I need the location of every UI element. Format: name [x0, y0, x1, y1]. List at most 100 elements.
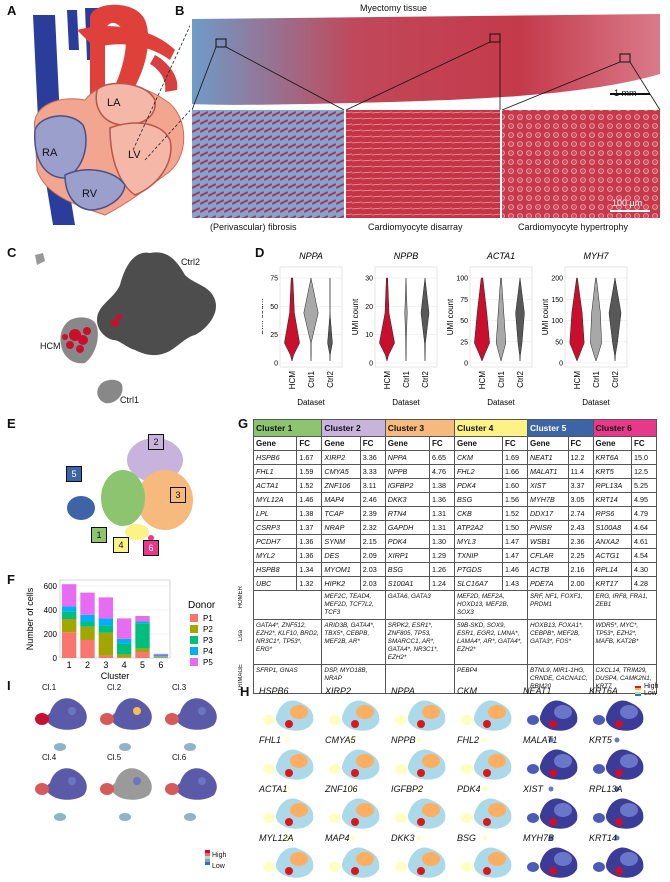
fc-cell: 1.43	[501, 576, 528, 591]
violin-ytick: 0	[369, 361, 373, 368]
violin-panel-nppa: 0 25 50 75 NPPA UMI count HCM Ctrl1 Ctrl2 Dataset	[262, 251, 343, 407]
trimage-cell: DSP, MYO18B, NRAP	[321, 664, 386, 694]
feature-umap-xirp2	[329, 700, 380, 743]
fc-col-header: FC	[631, 436, 657, 451]
bar-segment-p3	[135, 623, 150, 649]
gene-cell: KRT17	[592, 576, 632, 591]
umap-highlight	[483, 769, 491, 777]
umap-hotspot	[356, 705, 374, 719]
umap-lobe	[395, 715, 407, 725]
gene-cell: PDK4	[453, 478, 503, 493]
gene-cell: CSRP3	[252, 520, 298, 535]
cluster-badge-3: 3	[170, 487, 186, 503]
bar-segment-p4	[153, 655, 168, 657]
violin-ytick: 75	[270, 276, 278, 283]
umap-lobe	[329, 715, 341, 725]
umap-hotspot	[554, 754, 572, 768]
umap-hotspot	[488, 852, 506, 866]
cluster-badge-4: 4	[113, 537, 129, 553]
legend-swatch	[190, 614, 198, 622]
fc-cell: 1.38	[296, 506, 323, 521]
umap-hotspot	[290, 705, 308, 719]
fc-cell: 2.46	[359, 492, 386, 507]
fc-cell: 1.60	[501, 478, 528, 493]
umap-highlight	[549, 769, 557, 777]
gene-col-header: Gene	[321, 436, 361, 451]
bar-segment-p4	[135, 621, 150, 624]
fc-cell: 1.29	[428, 548, 455, 563]
cluster-header: Cluster 4	[453, 419, 528, 437]
ra-label: RA	[42, 147, 58, 159]
feature-umap-myh7b	[527, 847, 578, 878]
gene-cell: DKK3	[384, 492, 430, 507]
fc-cell: 1.50	[501, 520, 528, 535]
cluster-score-umap	[35, 698, 87, 751]
feature-gene-label: FHL1	[259, 735, 282, 745]
violin-xtick: Ctrl1	[402, 370, 411, 387]
homer-cell: GATA6, GATA3	[384, 590, 455, 620]
violin-gene-title: NPPB	[394, 251, 419, 261]
lisa-cell: 59B-SKD, SOX9, ESR1, EGR2, LMNA*, LAMA4*…	[453, 619, 528, 665]
umap-hotspot	[422, 852, 440, 866]
umap-lobe	[527, 715, 539, 725]
fc-cell: 1.36	[428, 492, 455, 507]
feature-umap-fhl1	[263, 749, 314, 792]
legend-swatch	[190, 647, 198, 655]
violin-xlabel: Dataset	[487, 398, 515, 407]
umap-islet	[548, 835, 554, 841]
violin-hcm	[569, 277, 585, 362]
fc-col-header: FC	[567, 436, 594, 451]
fc-cell: 1.36	[296, 534, 323, 549]
bar-segment-p1	[153, 657, 168, 658]
bar-xlabel: Cluster	[101, 671, 130, 681]
ctrl2-label: Ctrl2	[181, 257, 201, 267]
violin-gene-title: MYH7	[583, 251, 609, 261]
cluster-header: Cluster 5	[526, 419, 594, 437]
umap-hotspot	[356, 754, 374, 768]
cluster-score-umap	[165, 768, 217, 821]
gene-cell: PNISR	[526, 520, 569, 535]
tf-section-label: HOMER	[238, 586, 244, 609]
feature-umap-pdk4	[461, 798, 512, 841]
homer-cell	[252, 590, 323, 620]
violin-panel-acta1: 0 25 50 75 100 ACTA1 UMI count HCM Ctrl1 Ctrl2 Dat…	[446, 251, 533, 407]
bar-segment-p5	[117, 618, 132, 639]
umap-lobe	[461, 813, 473, 823]
umap-lobe	[461, 764, 473, 774]
bar-xtick: 3	[103, 660, 108, 670]
fc-cell: 1.47	[501, 534, 528, 549]
feature-gene-label: CKM	[457, 686, 477, 696]
umap-lobe	[461, 715, 473, 725]
myectomy-title: Myectomy tissue	[360, 3, 428, 13]
fc-cell: 1.69	[501, 450, 528, 465]
umap-lobe	[263, 862, 275, 872]
violin-ylabel: UMI count	[351, 298, 360, 335]
umap-hotspot	[620, 754, 638, 768]
bar-segment-p3	[98, 625, 113, 633]
umap-hotspot	[290, 754, 308, 768]
violin-ctrl2	[515, 277, 525, 362]
fc-cell: 1.59	[296, 464, 323, 479]
umap-islet	[350, 835, 356, 841]
umap-hotspot	[422, 754, 440, 768]
cluster-score-umap	[165, 698, 217, 751]
violin-xtick: HCM	[383, 371, 392, 390]
gene-cell: NPPB	[384, 464, 430, 479]
violin-xlabel: Dataset	[297, 398, 325, 407]
umap-body	[111, 768, 152, 800]
fc-cell: 1.56	[501, 492, 528, 507]
violin-ytick: 0	[559, 361, 563, 368]
bar-xtick: 4	[122, 660, 127, 670]
feature-gene-label: NEAT1	[523, 686, 552, 696]
violin-ctrl1	[303, 277, 319, 362]
violin-hcm	[284, 277, 300, 362]
fc-cell: 1.36	[296, 548, 323, 563]
feature-umap-krt6a	[593, 700, 644, 743]
bar-segment-p3	[153, 656, 168, 657]
gene-cell: RPL14	[592, 562, 632, 577]
umap-islet	[54, 813, 66, 821]
fc-cell: 2.03	[359, 562, 386, 577]
umap-highlight	[351, 818, 359, 826]
homer-cell: MEF2D, MEF2A, HOXD13, MEF2B, SOX3	[453, 590, 528, 620]
umap-highlight	[549, 867, 557, 875]
